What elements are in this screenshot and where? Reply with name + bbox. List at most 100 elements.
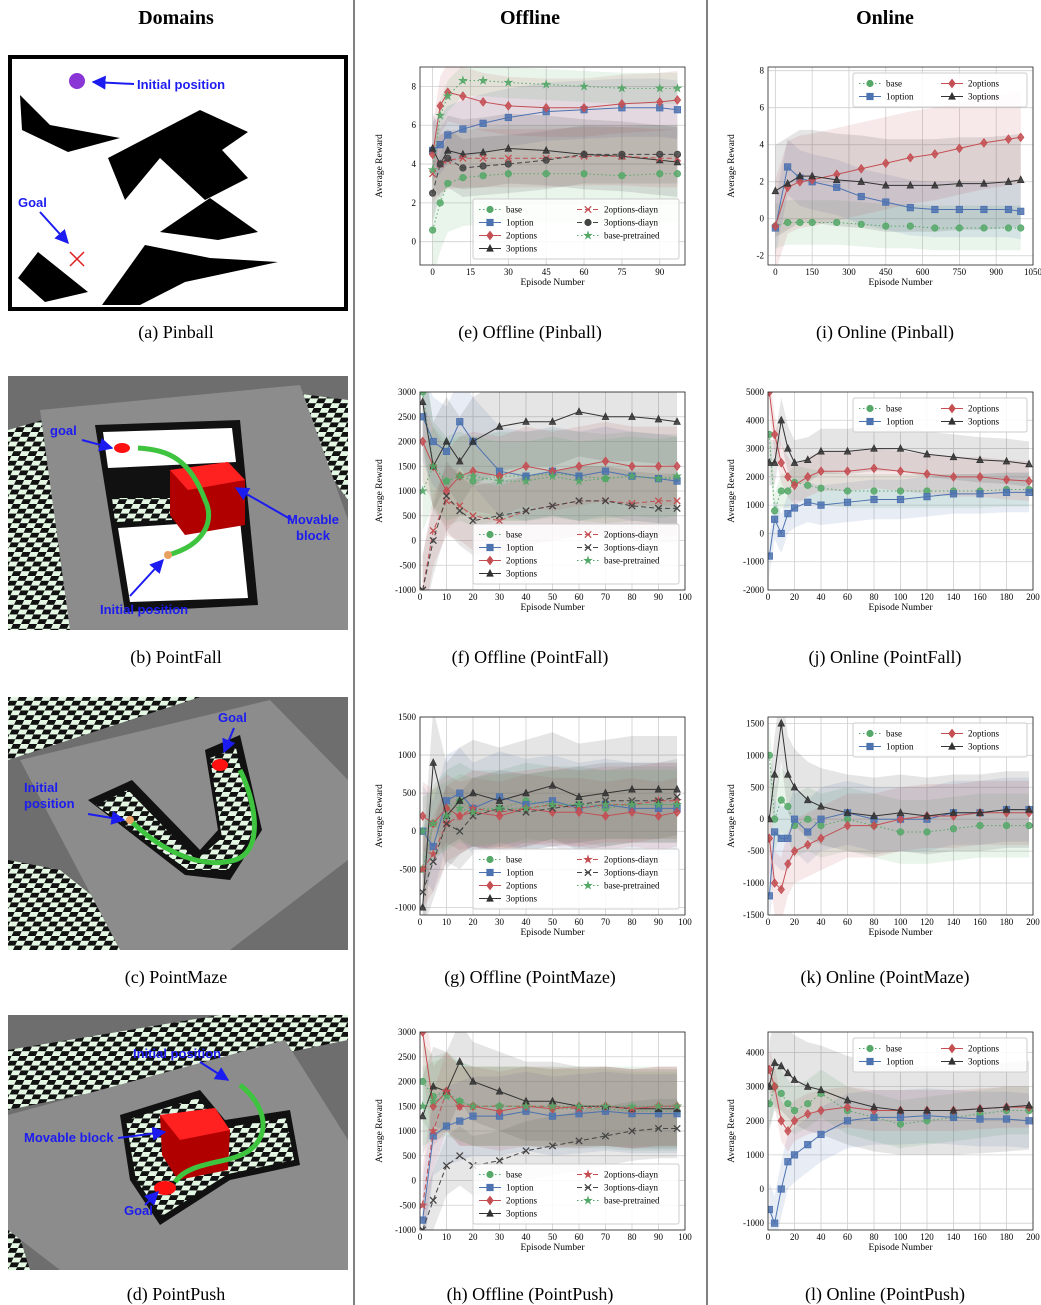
marker: [897, 496, 903, 502]
legend-label: 2options: [506, 881, 538, 891]
x-tick-label: 0: [418, 917, 423, 927]
marker: [674, 171, 680, 177]
legend-box: [853, 1038, 1027, 1072]
legend-label: 2options-diayn: [604, 1170, 658, 1180]
marker: [818, 502, 824, 508]
legend-label: 2options: [506, 1196, 538, 1206]
legend-label: 1option: [886, 1057, 914, 1067]
marker: [778, 1090, 784, 1096]
x-tick-label: 120: [920, 592, 934, 602]
x-tick-label: 180: [1000, 1232, 1014, 1242]
x-tick-label: 10: [442, 1232, 452, 1242]
x-tick-label: 0: [766, 1232, 771, 1242]
legend-label: 3options: [968, 417, 1000, 427]
x-tick-label: 600: [916, 267, 930, 277]
legend-label: 3options: [506, 894, 538, 904]
y-axis-label: Average Reward: [375, 459, 385, 523]
marker: [1005, 225, 1011, 231]
legend-label: 3options-diayn: [604, 543, 658, 553]
marker: [871, 496, 877, 502]
y-tick-label: 1500: [398, 461, 417, 471]
legend-label: 3options: [968, 92, 1000, 102]
marker: [766, 553, 772, 559]
x-tick-label: 140: [947, 1232, 961, 1242]
marker: [419, 1078, 425, 1084]
x-tick-label: 160: [973, 917, 987, 927]
x-tick-label: 50: [548, 1232, 558, 1242]
y-tick-label: 1000: [398, 1126, 417, 1136]
marker: [924, 493, 930, 499]
x-tick-label: 0: [773, 267, 778, 277]
x-tick-label: 140: [947, 917, 961, 927]
y-axis-label: Average Reward: [727, 1099, 737, 1163]
marker: [809, 219, 815, 225]
marker: [505, 114, 511, 120]
x-tick-label: 0: [766, 917, 771, 927]
marker: [844, 488, 850, 494]
marker: [1003, 1116, 1009, 1122]
annotation: Movable block: [24, 1130, 114, 1145]
marker: [429, 227, 435, 233]
marker: [430, 438, 436, 444]
chart: 01503004506007509001050-202468Episode Nu…: [727, 66, 1041, 343]
marker: [505, 171, 511, 177]
legend-label: base-pretrained: [604, 556, 660, 566]
marker: [867, 1058, 873, 1064]
legend-label: base: [506, 1170, 522, 1180]
legend-box: [853, 73, 1027, 107]
marker: [619, 151, 625, 157]
x-tick-label: 180: [1000, 592, 1014, 602]
legend-label: 2options: [506, 556, 538, 566]
marker: [445, 132, 451, 138]
marker: [443, 1123, 449, 1129]
y-tick-label: 5000: [746, 387, 765, 397]
marker: [907, 223, 913, 229]
marker: [445, 155, 451, 161]
x-axis-label: Episode Number: [868, 1243, 933, 1253]
y-axis-label: Average Reward: [727, 459, 737, 523]
y-tick-label: 1000: [746, 750, 765, 760]
legend-label: 1option: [506, 1183, 534, 1193]
y-tick-label: 3000: [398, 1027, 417, 1037]
annotation: Initial position: [24, 780, 94, 812]
x-tick-label: 60: [580, 267, 590, 277]
marker: [1003, 489, 1009, 495]
x-tick-label: 45: [542, 267, 552, 277]
marker: [470, 1113, 476, 1119]
x-tick-label: 60: [843, 1232, 853, 1242]
y-tick-label: 0: [412, 826, 417, 836]
marker: [543, 157, 549, 163]
x-axis-label: Episode Number: [520, 278, 585, 288]
marker: [445, 180, 451, 186]
y-tick-label: 1000: [746, 500, 765, 510]
x-tick-label: 80: [628, 1232, 638, 1242]
x-tick-label: 0: [418, 592, 423, 602]
marker: [785, 1100, 791, 1106]
x-tick-label: 0: [766, 592, 771, 602]
marker: [437, 141, 443, 147]
marker: [674, 151, 680, 157]
marker: [867, 730, 873, 736]
marker: [784, 219, 790, 225]
marker: [457, 790, 463, 796]
annotation: Goal: [218, 710, 247, 725]
marker: [897, 1121, 903, 1127]
annotation: Goal: [18, 195, 47, 210]
y-tick-label: -500: [400, 864, 417, 874]
x-tick-label: 20: [469, 592, 479, 602]
y-tick-label: 1000: [746, 1150, 765, 1160]
caption: (l) Online (PointPush): [805, 1284, 965, 1305]
marker: [818, 822, 824, 828]
marker: [487, 206, 493, 212]
marker: [771, 1220, 777, 1226]
marker: [778, 797, 784, 803]
column-header: Domains: [138, 7, 214, 29]
marker: [585, 219, 591, 225]
y-tick-label: -500: [400, 1200, 417, 1210]
annotation: Movable block: [278, 512, 348, 544]
marker: [844, 499, 850, 505]
marker: [883, 223, 889, 229]
scene-circle: [69, 73, 85, 89]
marker: [1026, 1118, 1032, 1124]
marker: [487, 856, 493, 862]
